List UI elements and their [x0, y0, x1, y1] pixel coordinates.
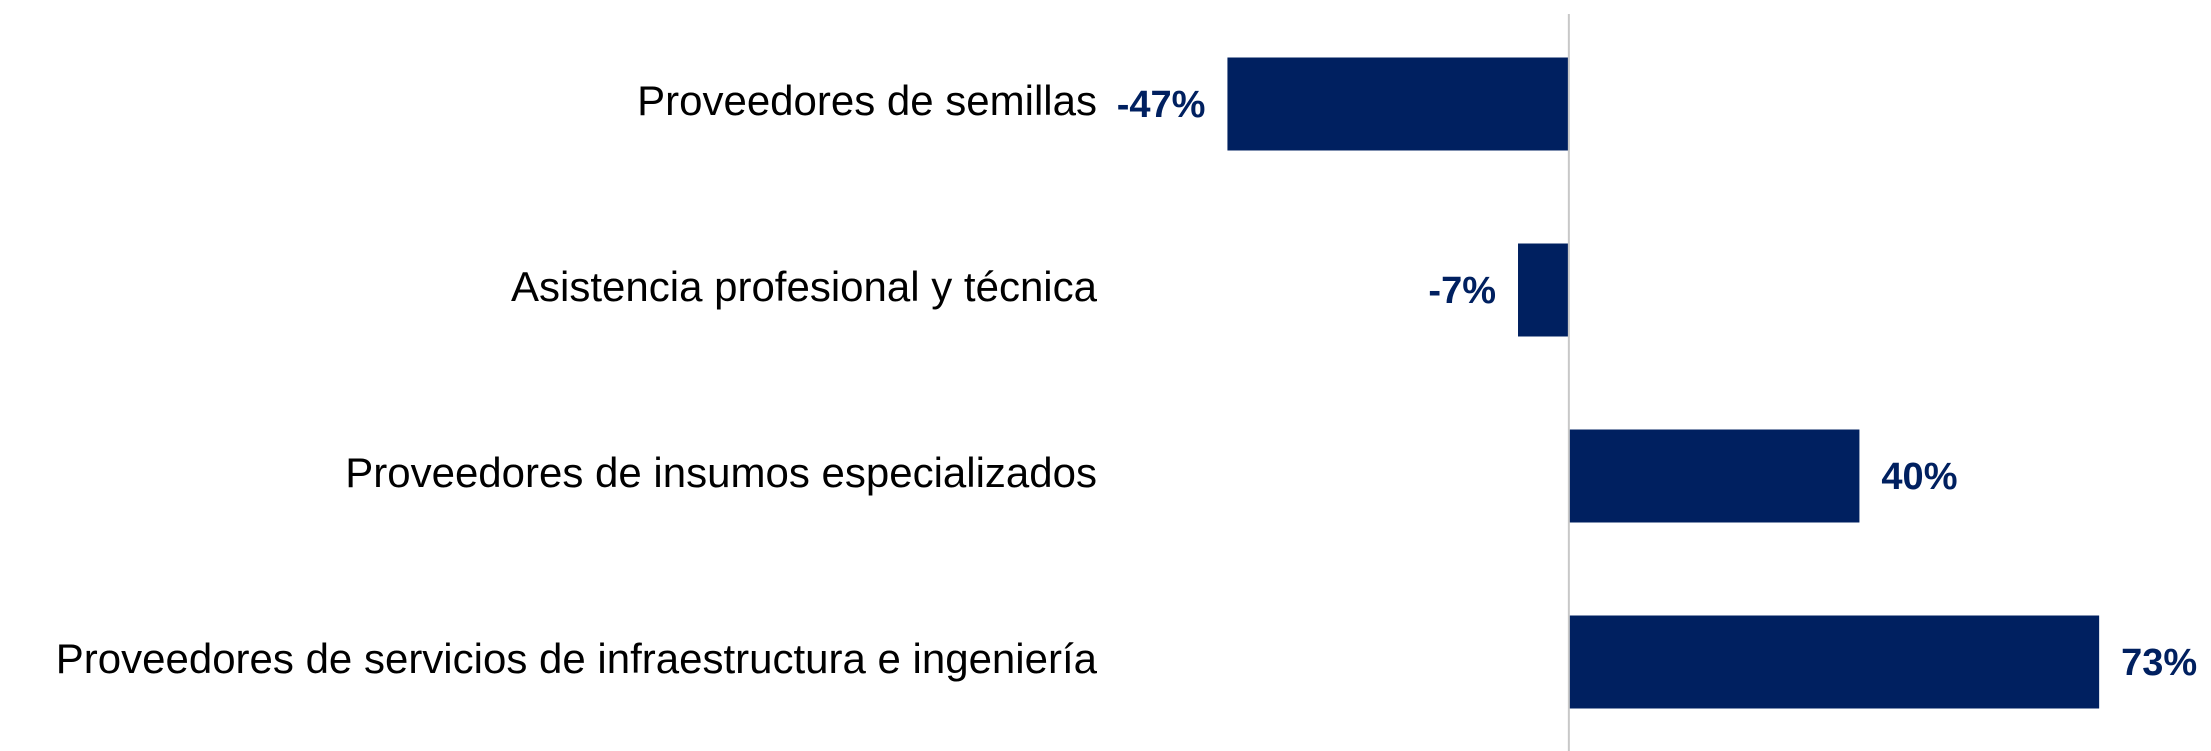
bar	[1518, 243, 1569, 337]
category-label: Proveedores de semillas	[637, 77, 1097, 124]
bar	[1568, 615, 2100, 709]
data-label: 40%	[1881, 456, 1957, 498]
category-label: Asistencia profesional y técnica	[511, 263, 1098, 310]
data-label: -7%	[1428, 270, 1496, 312]
category-label: Proveedores de insumos especializados	[345, 449, 1097, 496]
bar	[1568, 429, 1860, 523]
data-label: 73%	[2121, 642, 2197, 684]
bar	[1227, 57, 1569, 151]
category-label: Proveedores de servicios de infraestruct…	[56, 635, 1098, 682]
data-label: -47%	[1117, 84, 1206, 126]
